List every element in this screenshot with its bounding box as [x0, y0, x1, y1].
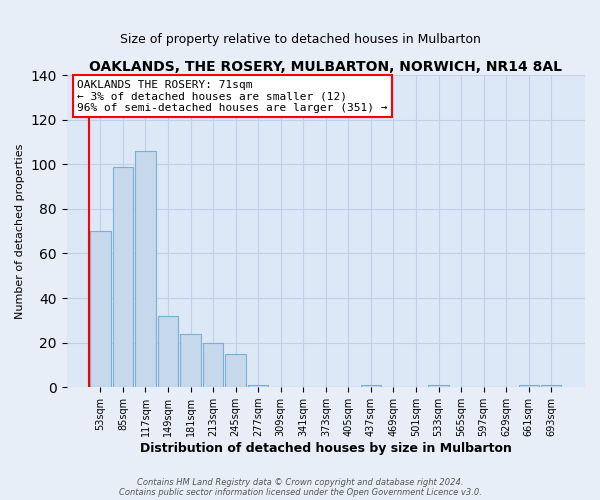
Bar [428, 385, 449, 387]
Bar [136, 151, 155, 387]
Bar [113, 166, 133, 387]
Bar [248, 385, 268, 387]
X-axis label: Distribution of detached houses by size in Mulbarton: Distribution of detached houses by size … [140, 442, 512, 455]
Bar [203, 342, 223, 387]
Text: Contains HM Land Registry data © Crown copyright and database right 2024.
Contai: Contains HM Land Registry data © Crown c… [119, 478, 481, 497]
Bar [226, 354, 246, 387]
Text: OAKLANDS THE ROSERY: 71sqm
← 3% of detached houses are smaller (12)
96% of semi-: OAKLANDS THE ROSERY: 71sqm ← 3% of detac… [77, 80, 388, 113]
Title: OAKLANDS, THE ROSERY, MULBARTON, NORWICH, NR14 8AL: OAKLANDS, THE ROSERY, MULBARTON, NORWICH… [89, 60, 562, 74]
Bar [90, 231, 110, 387]
Bar [518, 385, 539, 387]
Bar [181, 334, 200, 387]
Bar [158, 316, 178, 387]
Bar [361, 385, 381, 387]
Y-axis label: Number of detached properties: Number of detached properties [15, 144, 25, 319]
Bar [541, 385, 562, 387]
Text: Size of property relative to detached houses in Mulbarton: Size of property relative to detached ho… [119, 32, 481, 46]
